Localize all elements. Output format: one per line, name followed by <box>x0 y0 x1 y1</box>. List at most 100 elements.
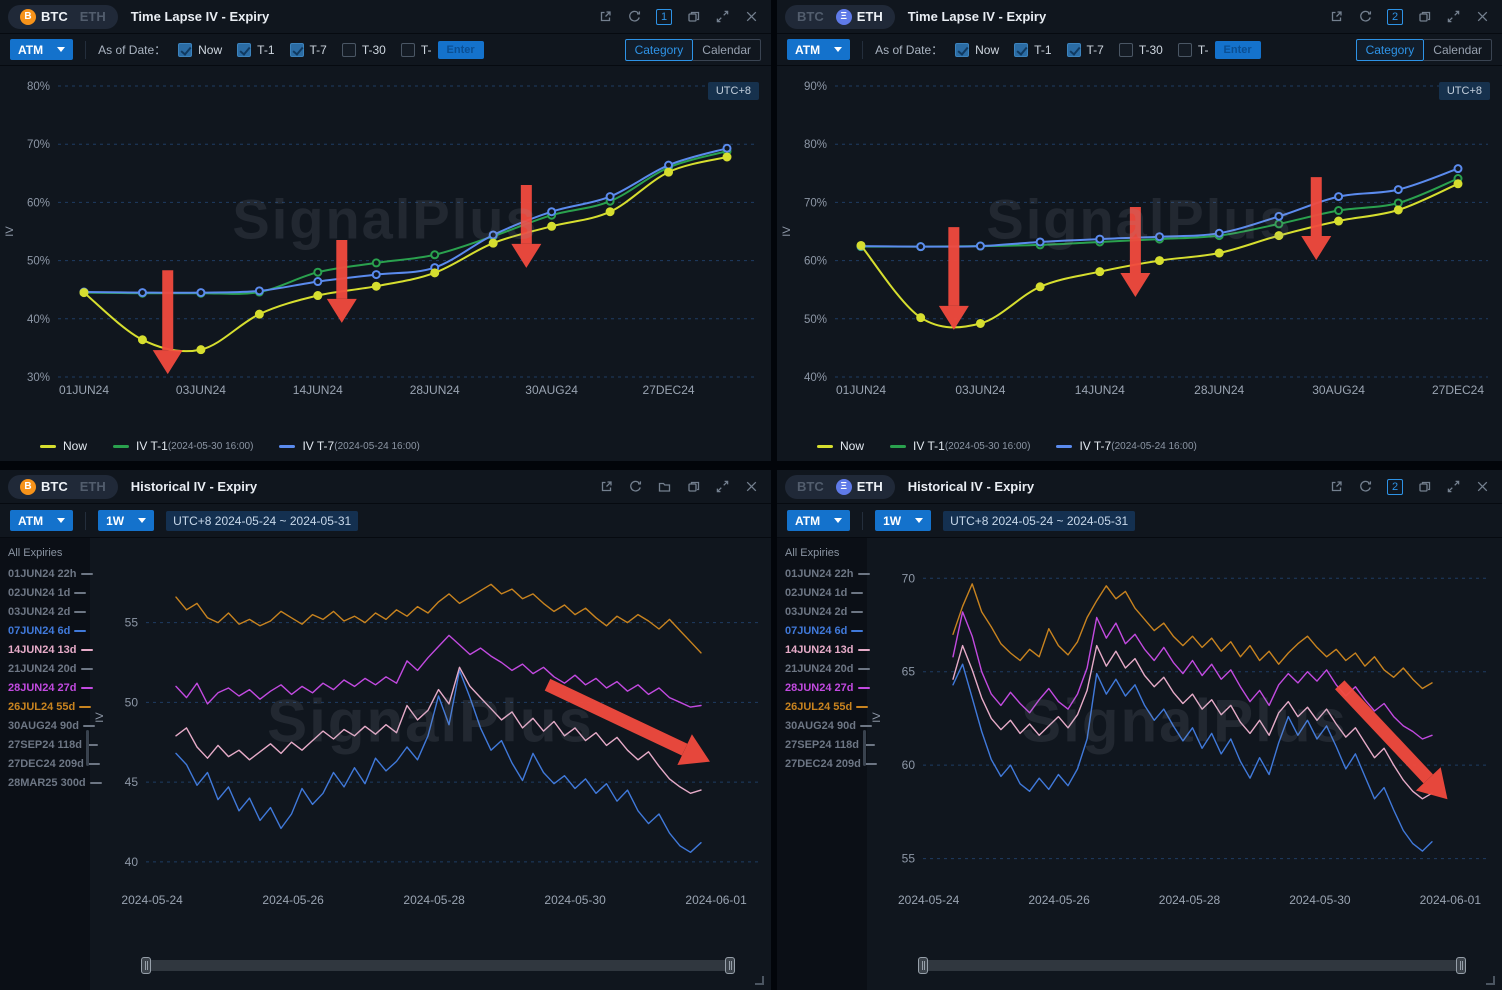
expiry-list-item[interactable]: 02JUN24 1d <box>0 583 90 602</box>
duplicate-icon[interactable] <box>1417 9 1432 24</box>
refresh-icon[interactable] <box>1358 479 1373 494</box>
fullscreen-icon[interactable] <box>1446 9 1461 24</box>
window-count-badge[interactable]: 1 <box>656 8 672 25</box>
open-in-new-icon[interactable] <box>598 9 613 24</box>
slider-handle-right[interactable] <box>725 957 735 974</box>
sidebar-scrollbar[interactable] <box>863 730 866 766</box>
expiry-list-item[interactable]: 07JUN24 6d <box>777 621 867 640</box>
custom-days-input[interactable]: Enter <box>437 40 484 59</box>
close-icon[interactable] <box>1475 9 1490 24</box>
legend-item[interactable]: Now <box>40 439 87 453</box>
expiry-list-item[interactable]: 21JUN24 20d <box>777 659 870 678</box>
legend-item[interactable]: IV T-1 (2024-05-30 16:00) <box>890 439 1030 453</box>
duplicate-icon[interactable] <box>686 479 701 494</box>
expiry-list-item[interactable]: 28MAR25 300d <box>0 773 102 792</box>
calendar-view-button[interactable]: Calendar <box>693 38 761 61</box>
expiry-list-item[interactable]: 27DEC24 209d <box>0 754 100 773</box>
asset-btc-tab[interactable]: BTC <box>797 479 824 494</box>
window-count-badge[interactable]: 2 <box>1387 478 1403 495</box>
checkbox-icon[interactable] <box>955 42 970 57</box>
sidebar-scrollbar[interactable] <box>86 730 89 766</box>
time-range-slider[interactable] <box>141 957 735 974</box>
expiry-list-item[interactable]: 03JUN24 2d <box>0 602 90 621</box>
expiry-sidebar-header[interactable]: All Expiries <box>8 547 63 559</box>
checkbox-icon[interactable] <box>178 42 193 57</box>
open-in-new-icon[interactable] <box>1329 9 1344 24</box>
date-checkbox[interactable]: T-30 <box>341 42 386 57</box>
resize-corner-icon[interactable] <box>755 976 764 985</box>
expiry-list-item[interactable]: 27SEP24 118d <box>0 735 99 754</box>
asset-btc-tab[interactable]: BTC <box>797 9 824 24</box>
open-in-new-icon[interactable] <box>599 479 614 494</box>
checkbox-icon[interactable] <box>1118 42 1133 57</box>
checkbox-icon[interactable] <box>1014 42 1029 57</box>
legend-item[interactable]: Now <box>817 439 864 453</box>
expiry-list-item[interactable]: 26JUL24 55d <box>0 697 92 716</box>
window-count-badge[interactable]: 2 <box>1387 8 1403 25</box>
legend-item[interactable]: IV T-7 (2024-05-24 16:00) <box>1056 439 1197 453</box>
date-checkbox[interactable]: T-1 <box>1014 42 1052 57</box>
expiry-list-item[interactable]: 07JUN24 6d <box>0 621 90 640</box>
date-checkbox[interactable]: T-7 <box>289 42 327 57</box>
fullscreen-icon[interactable] <box>715 479 730 494</box>
folder-icon[interactable] <box>657 479 672 494</box>
category-view-button[interactable]: Category <box>624 38 694 61</box>
checkbox-icon[interactable] <box>237 42 252 57</box>
period-select[interactable]: 1W <box>875 510 932 531</box>
date-checkbox[interactable]: T-7 <box>1066 42 1104 57</box>
time-range-slider[interactable] <box>918 957 1466 974</box>
expiry-list-item[interactable]: 30AUG24 90d <box>0 716 95 735</box>
asset-eth-tab[interactable]: Ξ ETH <box>835 8 883 25</box>
date-checkbox[interactable]: T-30 <box>1118 42 1163 57</box>
asset-btc-tab[interactable]: B BTC <box>20 478 68 495</box>
expiry-list-item[interactable]: 27DEC24 209d <box>777 754 877 773</box>
duplicate-icon[interactable] <box>1417 479 1432 494</box>
date-checkbox[interactable]: T- <box>1177 42 1209 57</box>
date-checkbox[interactable]: T- <box>400 42 432 57</box>
legend-item[interactable]: IV T-1 (2024-05-30 16:00) <box>113 439 253 453</box>
refresh-icon[interactable] <box>627 9 642 24</box>
strike-select[interactable]: ATM <box>10 510 74 531</box>
expiry-list-item[interactable]: 01JUN24 22h <box>0 564 93 583</box>
slider-handle-left[interactable] <box>141 957 151 974</box>
expiry-list-item[interactable]: 01JUN24 22h <box>777 564 870 583</box>
refresh-icon[interactable] <box>1358 9 1373 24</box>
asset-eth-tab[interactable]: Ξ ETH <box>835 478 883 495</box>
strike-select[interactable]: ATM <box>787 510 851 531</box>
asset-eth-tab[interactable]: ETH <box>79 9 106 24</box>
expiry-list-item[interactable]: 28JUN24 27d <box>777 678 870 697</box>
expiry-list-item[interactable]: 28JUN24 27d <box>0 678 93 697</box>
legend-item[interactable]: IV T-7 (2024-05-24 16:00) <box>279 439 420 453</box>
checkbox-icon[interactable] <box>289 42 304 57</box>
strike-select[interactable]: ATM <box>787 39 851 60</box>
slider-handle-right[interactable] <box>1456 957 1466 974</box>
slider-handle-left[interactable] <box>918 957 928 974</box>
expiry-list-item[interactable]: 30AUG24 90d <box>777 716 872 735</box>
checkbox-icon[interactable] <box>1177 42 1192 57</box>
period-select[interactable]: 1W <box>98 510 155 531</box>
expiry-list-item[interactable]: 02JUN24 1d <box>777 583 867 602</box>
checkbox-icon[interactable] <box>400 42 415 57</box>
asset-eth-tab[interactable]: ETH <box>79 479 106 494</box>
category-view-button[interactable]: Category <box>1355 38 1425 61</box>
strike-select[interactable]: ATM <box>10 39 74 60</box>
expiry-list-item[interactable]: 27SEP24 118d <box>777 735 876 754</box>
expiry-list-item[interactable]: 21JUN24 20d <box>0 659 93 678</box>
expiry-list-item[interactable]: 26JUL24 55d <box>777 697 869 716</box>
date-checkbox[interactable]: T-1 <box>237 42 275 57</box>
expiry-sidebar-header[interactable]: All Expiries <box>785 547 840 559</box>
checkbox-icon[interactable] <box>1066 42 1081 57</box>
close-icon[interactable] <box>744 9 759 24</box>
date-checkbox[interactable]: Now <box>955 42 999 57</box>
close-icon[interactable] <box>1475 479 1490 494</box>
custom-days-input[interactable]: Enter <box>1214 40 1261 59</box>
asset-btc-tab[interactable]: B BTC <box>20 8 68 25</box>
refresh-icon[interactable] <box>628 479 643 494</box>
close-icon[interactable] <box>744 479 759 494</box>
fullscreen-icon[interactable] <box>1446 479 1461 494</box>
fullscreen-icon[interactable] <box>715 9 730 24</box>
expiry-list-item[interactable]: 14JUN24 13d <box>0 640 93 659</box>
expiry-list-item[interactable]: 03JUN24 2d <box>777 602 867 621</box>
open-in-new-icon[interactable] <box>1329 479 1344 494</box>
calendar-view-button[interactable]: Calendar <box>1424 38 1492 61</box>
